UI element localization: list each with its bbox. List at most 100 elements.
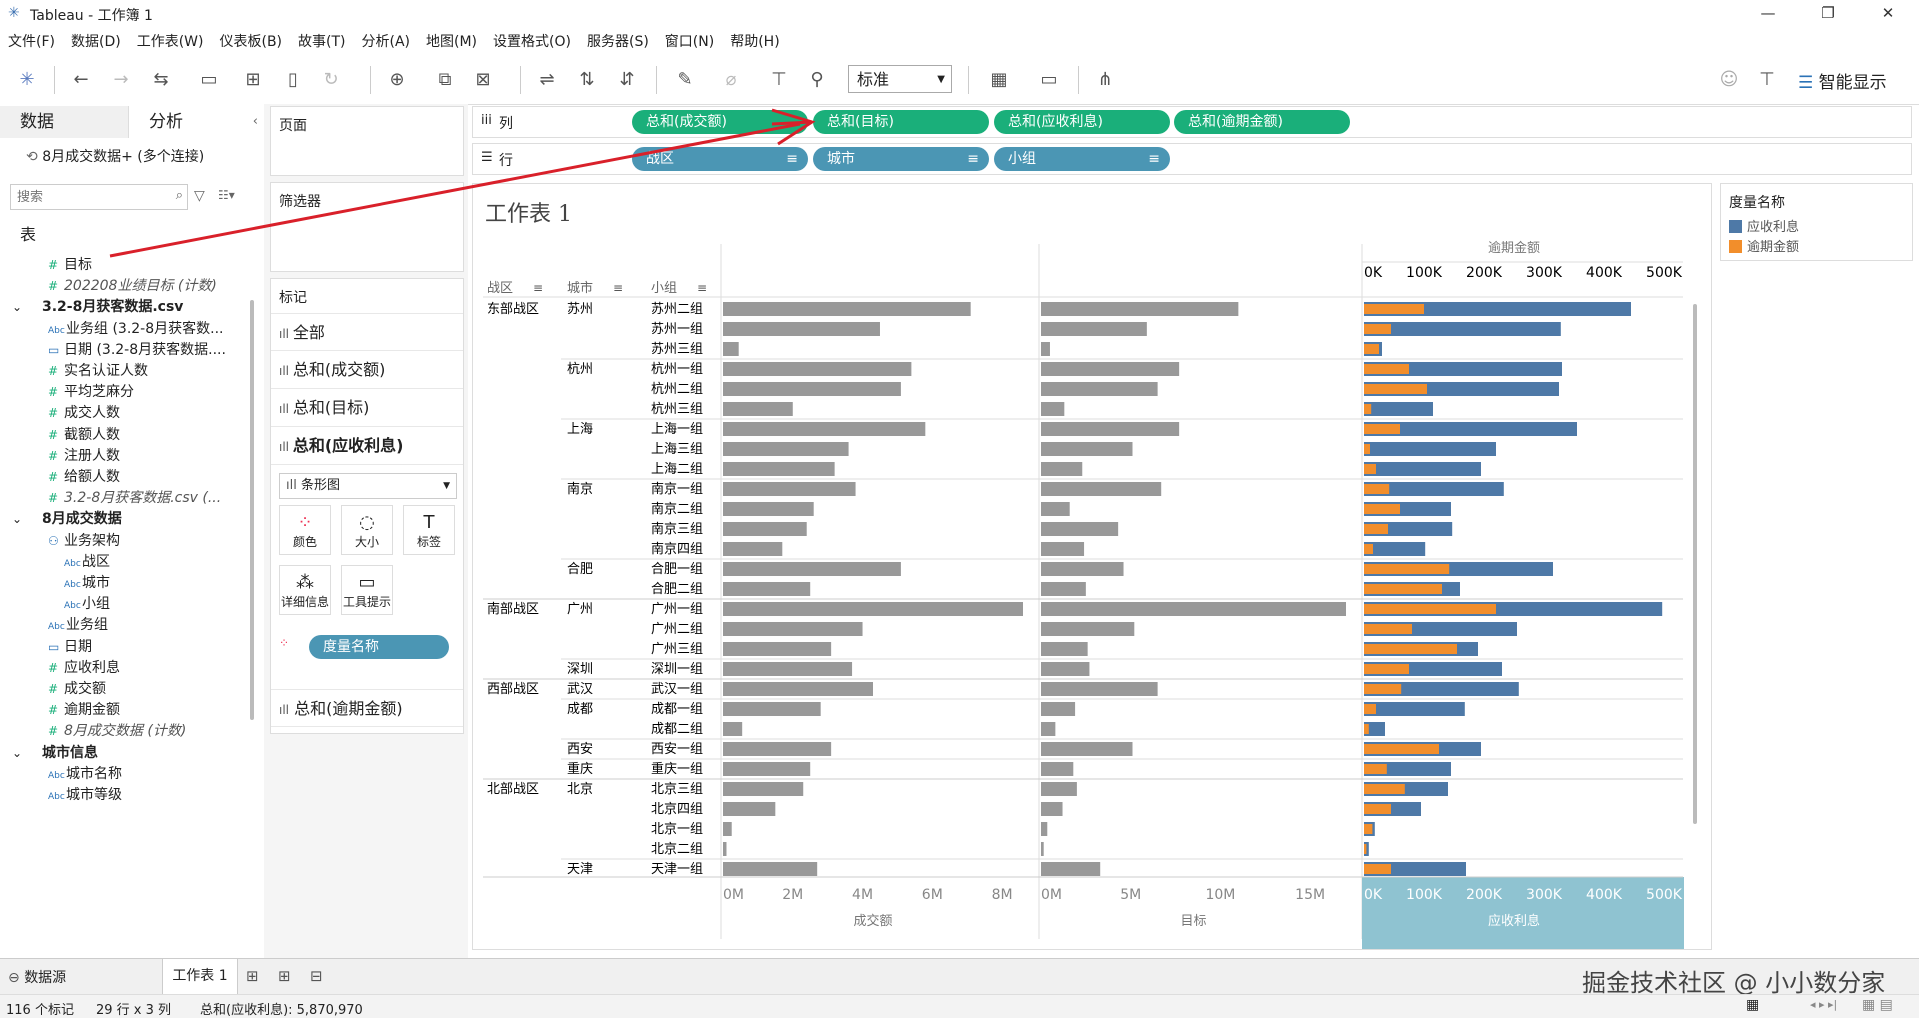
- field-item[interactable]: ⌄ 8月成交数据: [12, 506, 122, 532]
- bar-overdue[interactable]: [1364, 304, 1424, 314]
- bar-overdue[interactable]: [1364, 564, 1450, 574]
- new-dashboard-icon[interactable]: ⊞: [278, 967, 291, 985]
- bar-interest[interactable]: [1364, 542, 1426, 556]
- new-worksheet-icon[interactable]: ⊞: [246, 967, 259, 985]
- top-axis-title[interactable]: 逾期金额: [1488, 240, 1540, 256]
- field-item[interactable]: Abc业务组 (3.2-8月获客数...: [48, 316, 224, 342]
- bar-target[interactable]: [1041, 802, 1063, 816]
- group-label[interactable]: 天津一组: [651, 862, 703, 877]
- undo-icon[interactable]: ←: [73, 69, 89, 90]
- group-label[interactable]: 北京二组: [651, 842, 703, 857]
- sort-icon[interactable]: ≡: [533, 281, 543, 295]
- bar-deal[interactable]: [723, 302, 971, 316]
- bar-deal[interactable]: [723, 402, 793, 416]
- bar-interest[interactable]: [1364, 322, 1561, 336]
- bar-deal[interactable]: [723, 742, 832, 756]
- filter-icon[interactable]: ▽: [194, 188, 205, 204]
- menu-item[interactable]: 故事(T): [298, 34, 346, 50]
- search-field[interactable]: [15, 185, 159, 209]
- city-label[interactable]: 天津: [567, 862, 593, 877]
- group-label[interactable]: 杭州一组: [651, 362, 703, 377]
- bar-target[interactable]: [1041, 302, 1239, 316]
- save-icon[interactable]: ▭: [200, 69, 218, 90]
- fit-dropdown[interactable]: 标准 ▼: [848, 65, 952, 93]
- bar-overdue[interactable]: [1364, 664, 1409, 674]
- mark-row-overdue[interactable]: ıll 总和(逾期金额): [271, 689, 463, 727]
- field-item[interactable]: Abc战区: [64, 549, 110, 575]
- maximize-button[interactable]: ❐: [1821, 4, 1835, 22]
- bar-deal[interactable]: [723, 822, 732, 836]
- field-item[interactable]: # 应收利息: [48, 655, 120, 681]
- region-label[interactable]: 南部战区: [487, 601, 539, 617]
- field-item[interactable]: # 注册人数: [48, 443, 120, 469]
- group-label[interactable]: 广州三组: [651, 642, 703, 657]
- bar-interest[interactable]: [1364, 462, 1481, 476]
- group-label[interactable]: 合肥二组: [651, 582, 703, 597]
- mark-button[interactable]: T 标签: [403, 505, 455, 555]
- redo-icon[interactable]: →: [113, 69, 129, 90]
- bar-deal[interactable]: [723, 702, 821, 716]
- field-item[interactable]: Abc小组: [64, 591, 110, 617]
- field-item[interactable]: # 平均芝麻分: [48, 379, 134, 405]
- menu-item[interactable]: 服务器(S): [586, 34, 649, 50]
- bar-target[interactable]: [1041, 502, 1070, 516]
- mark-type-dropdown[interactable]: ıll 条形图 ▼: [279, 473, 457, 499]
- group-label[interactable]: 上海三组: [651, 442, 703, 457]
- pause-icon[interactable]: ▯: [288, 69, 298, 90]
- city-label[interactable]: 西安: [567, 742, 593, 757]
- group-label[interactable]: 北京一组: [651, 822, 703, 837]
- field-item[interactable]: ▭ 日期: [48, 634, 92, 660]
- bar-target[interactable]: [1041, 482, 1162, 496]
- group-label[interactable]: 上海二组: [651, 462, 703, 477]
- bar-target[interactable]: [1041, 682, 1158, 696]
- bar-interest[interactable]: [1364, 482, 1504, 496]
- bar-deal[interactable]: [723, 382, 901, 396]
- swap-icon[interactable]: ⇌: [539, 69, 555, 90]
- vertical-scrollbar[interactable]: [1693, 304, 1697, 824]
- bar-overdue[interactable]: [1364, 504, 1400, 514]
- bar-overdue[interactable]: [1364, 784, 1405, 794]
- group-label[interactable]: 广州二组: [651, 622, 703, 637]
- field-item[interactable]: Abc业务组: [48, 612, 108, 638]
- field-item[interactable]: # 成交人数: [48, 400, 120, 426]
- menu-item[interactable]: 分析(A): [361, 34, 411, 50]
- group-label[interactable]: 上海一组: [651, 422, 703, 437]
- group-label[interactable]: 广州一组: [651, 602, 703, 617]
- bar-deal[interactable]: [723, 662, 853, 676]
- field-item[interactable]: # 给额人数: [48, 464, 120, 490]
- field-item[interactable]: #3.2-8月获客数据.csv (...: [48, 485, 221, 511]
- grid-view-icon[interactable]: ▦: [1746, 997, 1760, 1013]
- field-item[interactable]: # 逾期金额: [48, 697, 120, 723]
- city-label[interactable]: 上海: [567, 422, 593, 437]
- replay-icon[interactable]: ⇆: [153, 69, 169, 90]
- bar-deal[interactable]: [723, 642, 832, 656]
- group-label[interactable]: 苏州三组: [651, 341, 703, 357]
- city-label[interactable]: 武汉: [567, 682, 593, 697]
- minimize-button[interactable]: —: [1760, 4, 1776, 22]
- bar-overdue[interactable]: [1364, 844, 1367, 854]
- menu-item[interactable]: 数据(D): [70, 34, 121, 50]
- menu-item[interactable]: 地图(M): [426, 34, 478, 50]
- bar-target[interactable]: [1041, 762, 1074, 776]
- bar-overdue[interactable]: [1364, 584, 1442, 594]
- bar-target[interactable]: [1041, 462, 1083, 476]
- group-label[interactable]: 重庆一组: [651, 761, 703, 777]
- field-item[interactable]: Abc城市: [64, 570, 110, 596]
- mark-row[interactable]: ıll 全部: [271, 313, 463, 351]
- bar-deal[interactable]: [723, 602, 1023, 616]
- bar-target[interactable]: [1041, 362, 1180, 376]
- column-header[interactable]: 城市: [567, 280, 593, 296]
- group-label[interactable]: 苏州二组: [651, 301, 703, 317]
- bar-overdue[interactable]: [1364, 524, 1388, 534]
- bar-deal[interactable]: [723, 362, 912, 376]
- bar-deal[interactable]: [723, 802, 776, 816]
- mark-row[interactable]: ıll 总和(目标): [271, 389, 463, 427]
- city-label[interactable]: 北京: [567, 782, 593, 797]
- bar-overdue[interactable]: [1364, 644, 1457, 654]
- new-datasource-icon[interactable]: ⊞: [245, 69, 261, 90]
- bar-target[interactable]: [1041, 522, 1119, 536]
- bar-interest[interactable]: [1364, 682, 1519, 696]
- field-item[interactable]: ⌄ 3.2-8月获客数据.csv: [12, 294, 183, 320]
- mark-row[interactable]: ıll 总和(应收利息): [271, 427, 463, 465]
